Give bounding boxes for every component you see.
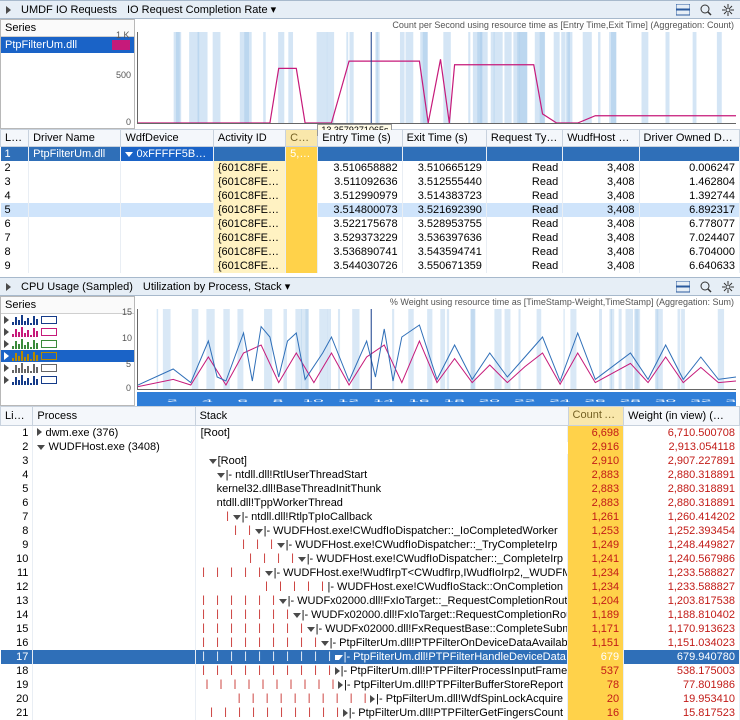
table-row[interactable]: 1PtpFilterUm.dll 0xFFFFF5BE2DFB…5,836 (1, 147, 740, 162)
collapse-icon[interactable] (6, 6, 11, 14)
table-row[interactable]: 1 dwm.exe (376)[Root]6,6986,710.500708 (1, 426, 740, 441)
series-swatch (112, 40, 130, 50)
svg-text:34: 34 (725, 399, 736, 402)
upper-series-box: Series PtpFilterUm.dll (0, 19, 135, 129)
search-icon[interactable] (700, 4, 712, 16)
gear-icon[interactable] (722, 4, 734, 16)
table-row[interactable]: 19| | | | | | | | | | |- PtpFilterUm.dll… (1, 678, 740, 692)
svg-text:28: 28 (620, 399, 642, 402)
table-row[interactable]: 14| | | | | | | |- WUDFx02000.dll!FxIoTa… (1, 608, 740, 622)
svg-text:2: 2 (167, 399, 178, 402)
table-row[interactable]: 3{601C8FEB-3A8E-0…3.5110926363.512555440… (1, 175, 740, 189)
chart-caption: % Weight using resource time as [TimeSta… (135, 296, 740, 307)
table-row[interactable]: 20| | | | | | | | | | |- PtpFilterUm.dll… (1, 692, 740, 706)
col-header[interactable]: Driver Owned Duration (ms) (639, 130, 739, 147)
col-header[interactable]: Line # (1, 130, 29, 147)
table-row[interactable]: 9| | | |- WUDFHost.exe!CWudfIoDispatcher… (1, 538, 740, 552)
display-mode-icon[interactable] (676, 281, 690, 293)
legend-row[interactable] (1, 338, 134, 350)
series-header: Series (1, 20, 134, 37)
gear-icon[interactable] (722, 281, 734, 293)
svg-text:14: 14 (373, 399, 395, 402)
table-row[interactable]: 9{601C8FEB-3A8E-0…3.5440307263.550671359… (1, 259, 740, 273)
collapse-icon[interactable] (6, 283, 11, 291)
legend-row[interactable] (1, 374, 134, 386)
col-header[interactable]: Stack (195, 407, 568, 426)
table-row[interactable]: 4 |- ntdll.dll!RtlUserThreadStart2,8832,… (1, 468, 740, 482)
lower-table[interactable]: Line #ProcessStackCount SumWeight (in vi… (0, 406, 740, 720)
svg-text:20: 20 (479, 399, 501, 402)
table-row[interactable]: 11| | | | | |- WUDFHost.exe!WudfIrpT<CWu… (1, 566, 740, 580)
legend-row[interactable] (1, 314, 134, 326)
col-header[interactable]: Count Sum (568, 407, 624, 426)
upper-table[interactable]: Line #Driver NameWdfDeviceActivity IDCou… (0, 129, 740, 273)
col-header[interactable]: Exit Time (s) (402, 130, 486, 147)
series-item-label: PtpFilterUm.dll (5, 39, 77, 51)
table-row[interactable]: 7{601C8FEB-3A8E-0…3.5293732293.536397636… (1, 231, 740, 245)
legend-row[interactable] (1, 326, 134, 338)
svg-text:12: 12 (338, 399, 359, 402)
col-header[interactable]: Entry Time (s) (318, 130, 402, 147)
table-row[interactable]: 5 kernel32.dll!BaseThreadInitThunk2,8832… (1, 482, 740, 496)
svg-text:26: 26 (584, 399, 606, 402)
table-row[interactable]: 4{601C8FEB-3A8E-0…3.5129909793.514383723… (1, 189, 740, 203)
timeline-bar[interactable]: 246810121416182022242628303234 (137, 392, 736, 406)
table-row[interactable]: 16| | | | | | | | | |- PtpFilterUm.dll!P… (1, 636, 740, 650)
lower-title-main: CPU Usage (Sampled) (21, 281, 133, 293)
table-row[interactable]: 6 ntdll.dll!TppWorkerThread2,8832,880.31… (1, 496, 740, 510)
upper-title-main: UMDF IO Requests (21, 4, 117, 16)
upper-panel-title-bar: UMDF IO Requests IO Request Completion R… (0, 0, 740, 19)
col-header[interactable]: Count (286, 130, 318, 147)
lower-series-box: Series (0, 296, 135, 406)
table-row[interactable]: 2 WUDFHost.exe (3408)2,9162,913.054118 (1, 440, 740, 454)
svg-text:24: 24 (549, 399, 571, 402)
col-header[interactable]: WdfDevice (121, 130, 213, 147)
table-row[interactable]: 12| | | | | |- WUDFHost.exe!CWudfIoStack… (1, 580, 740, 594)
table-row[interactable]: 6{601C8FEB-3A8E-0…3.5221756783.528953755… (1, 217, 740, 231)
svg-text:10: 10 (303, 399, 325, 402)
upper-title-sub[interactable]: IO Request Completion Rate ▾ (127, 3, 276, 16)
table-row[interactable]: 8| | |- WUDFHost.exe!CWudfIoDispatcher::… (1, 524, 740, 538)
col-header[interactable]: WudfHost PID (563, 130, 639, 147)
table-row[interactable]: 7| |- ntdll.dll!RtlpTpIoCallback1,2611,2… (1, 510, 740, 524)
series-header: Series (1, 297, 134, 314)
table-row[interactable]: 2{601C8FEB-3A8E-0…3.5106588823.510665129… (1, 161, 740, 175)
svg-text:6: 6 (237, 399, 248, 402)
col-header[interactable]: Driver Name (29, 130, 121, 147)
legend-row[interactable] (1, 350, 134, 362)
table-row[interactable]: 13| | | | | | |- WUDFx02000.dll!FxIoTarg… (1, 594, 740, 608)
col-header[interactable]: Activity ID (213, 130, 285, 147)
table-row[interactable]: 5{601C8FEB-3A8E-0…3.5148000733.521692390… (1, 203, 740, 217)
col-header[interactable]: Weight (in view) (… (624, 407, 740, 426)
lower-chart[interactable]: 15 10 5 0 (137, 309, 736, 390)
lower-panel-title-bar: CPU Usage (Sampled) Utilization by Proce… (0, 277, 740, 296)
svg-text:30: 30 (655, 399, 677, 402)
search-icon[interactable] (700, 281, 712, 293)
svg-text:4: 4 (202, 399, 213, 402)
col-header[interactable]: Line # (1, 407, 33, 426)
series-item[interactable]: PtpFilterUm.dll (1, 37, 134, 53)
display-mode-icon[interactable] (676, 4, 690, 16)
table-row[interactable]: 18| | | | | | | | | | |- PtpFilterUm.dll… (1, 664, 740, 678)
table-row[interactable]: 21| | | | | | | | | | |- PtpFilterUm.dll… (1, 706, 740, 720)
svg-text:8: 8 (273, 399, 284, 402)
col-header[interactable]: Request Type (486, 130, 562, 147)
svg-text:18: 18 (443, 399, 465, 402)
lower-title-sub[interactable]: Utilization by Process, Stack ▾ (143, 280, 290, 293)
table-row[interactable]: 3 [Root]2,9102,907.227891 (1, 454, 740, 468)
upper-chart[interactable]: 13.3579271065s 1 K 500 0 (137, 32, 736, 124)
legend-row[interactable] (1, 362, 134, 374)
table-row[interactable]: 15| | | | | | | | |- WUDFx02000.dll!FxRe… (1, 622, 740, 636)
svg-text:22: 22 (514, 399, 535, 402)
col-header[interactable]: Process (33, 407, 195, 426)
table-row[interactable]: 17| | | | | | | | | | |- PtpFilterUm.dll… (1, 650, 740, 664)
table-row[interactable]: 8{601C8FEB-3A8E-0…3.5368907413.543594741… (1, 245, 740, 259)
svg-text:16: 16 (408, 399, 430, 402)
chart-caption: Count per Second using resource time as … (135, 19, 740, 30)
table-row[interactable]: 10| | | | |- WUDFHost.exe!CWudfIoDispatc… (1, 552, 740, 566)
svg-text:32: 32 (690, 399, 711, 402)
